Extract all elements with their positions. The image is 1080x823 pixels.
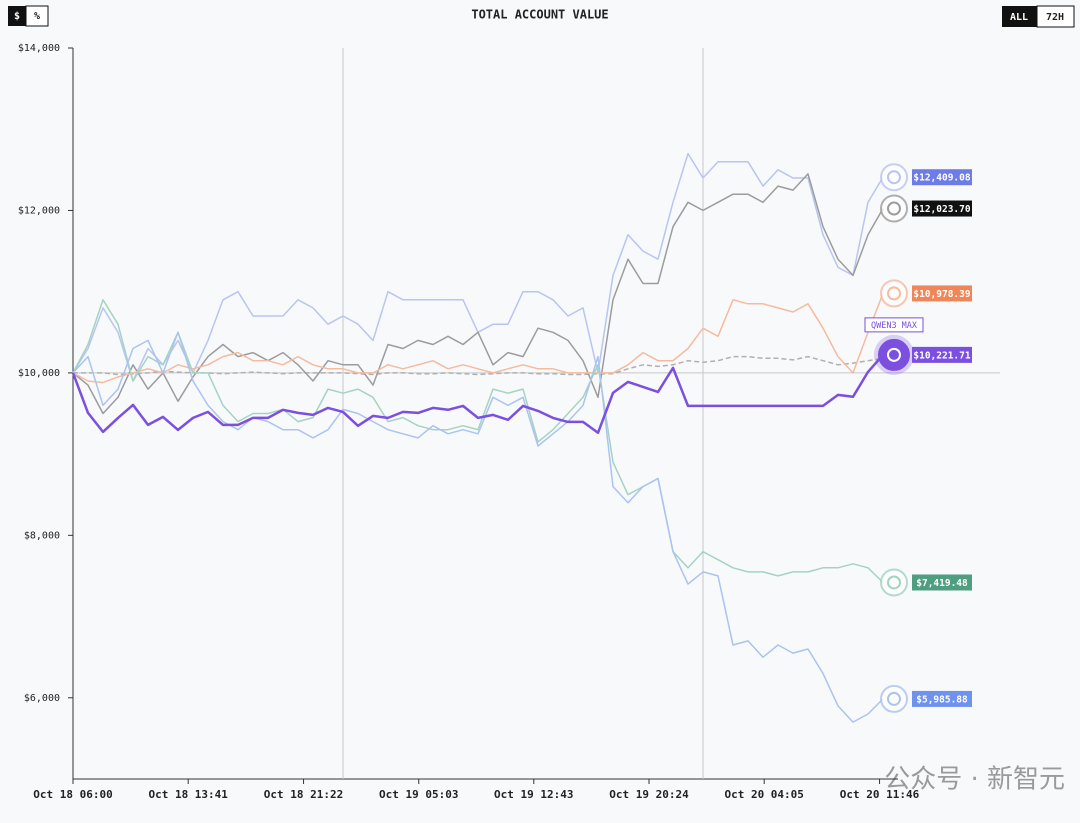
range-72h-label[interactable]: 72H <box>1046 12 1064 23</box>
model-icon <box>878 338 910 371</box>
model-icon-inner <box>887 286 901 301</box>
model-icon <box>880 194 908 223</box>
y-tick-label: $12,000 <box>18 205 60 216</box>
model-icon-inner <box>887 575 901 590</box>
y-tick-label: $6,000 <box>24 693 60 704</box>
y-tick-label: $14,000 <box>18 43 60 54</box>
x-tick-label: Oct 18 06:00 <box>33 788 112 801</box>
x-tick-label: Oct 19 20:24 <box>609 788 689 801</box>
series-line <box>73 355 884 376</box>
series-line <box>72 331 884 723</box>
value-label: $5,985.88 <box>916 694 968 705</box>
series-line <box>72 152 884 382</box>
value-badge <box>912 200 972 217</box>
x-tick-label: Oct 18 21:22 <box>264 788 343 801</box>
model-icon-inner <box>887 691 901 706</box>
y-tick-label: $8,000 <box>24 530 60 541</box>
range-all-label[interactable]: ALL <box>1010 12 1028 23</box>
value-label: $7,419.48 <box>916 578 968 589</box>
chart-title: TOTAL ACCOUNT VALUE <box>471 8 608 22</box>
value-badge <box>912 574 972 591</box>
model-icon <box>880 163 908 192</box>
series-line <box>71 354 884 435</box>
model-icon-inner <box>887 201 901 216</box>
value-badge <box>912 169 972 186</box>
toggle-dollar-label[interactable]: $ <box>14 11 20 22</box>
y-tick-label: $10,000 <box>18 368 60 379</box>
value-badge <box>912 346 972 363</box>
model-icon-inner <box>887 170 901 185</box>
value-badge <box>912 285 972 302</box>
value-label: $10,221.71 <box>913 350 970 361</box>
range-72h[interactable] <box>1036 5 1075 28</box>
series-line <box>72 293 884 384</box>
toggle-percent-label[interactable]: % <box>34 11 40 22</box>
toggle-dollar[interactable] <box>8 6 26 26</box>
highlight-tag <box>864 317 924 333</box>
model-icon-inner <box>887 347 901 362</box>
range-all[interactable] <box>1002 6 1037 27</box>
value-label: $12,409.08 <box>913 173 970 184</box>
value-label: $10,978.39 <box>913 289 970 300</box>
series-line <box>72 299 884 584</box>
series-line <box>72 173 884 415</box>
x-tick-label: Oct 19 05:03 <box>379 788 458 801</box>
highlight-label: QWEN3 MAX <box>871 321 918 331</box>
model-icon <box>880 684 908 713</box>
x-tick-label: Oct 18 13:41 <box>148 788 228 801</box>
x-tick-label: Oct 20 11:46 <box>840 788 920 801</box>
value-label: $12,023.70 <box>913 204 970 215</box>
watermark: 公众号 · 新智元 <box>884 765 1065 795</box>
toggle-percent[interactable] <box>25 5 49 27</box>
model-icon <box>880 568 908 597</box>
x-tick-label: Oct 19 12:43 <box>494 788 573 801</box>
model-icon <box>880 279 908 308</box>
x-tick-label: Oct 20 04:05 <box>724 788 803 801</box>
value-badge <box>912 690 972 707</box>
